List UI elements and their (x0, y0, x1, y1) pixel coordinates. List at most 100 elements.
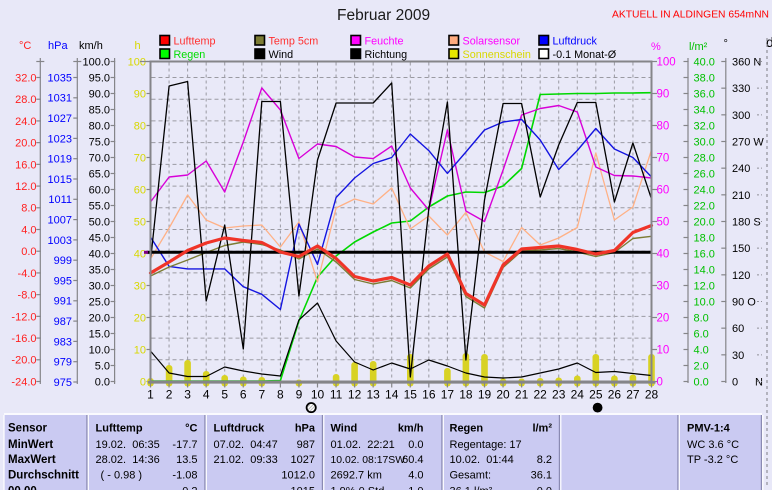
svg-text:60: 60 (657, 185, 670, 197)
svg-text:d: d (766, 34, 772, 50)
svg-text:100: 100 (128, 56, 146, 68)
svg-text:13: 13 (366, 388, 380, 402)
svg-text:Richtung: Richtung (365, 49, 408, 61)
svg-text:Sonnenschein: Sonnenschein (463, 49, 531, 61)
svg-text:Solarsensor: Solarsensor (463, 36, 521, 48)
svg-text:19: 19 (478, 388, 492, 402)
svg-text:34.0: 34.0 (694, 105, 715, 117)
svg-text:Wind: Wind (269, 49, 294, 61)
svg-text:270 W: 270 W (732, 137, 764, 149)
svg-text:AKTUELL IN ALDINGEN 654mNN: AKTUELL IN ALDINGEN 654mNN (612, 10, 769, 21)
svg-text:38.0: 38.0 (694, 73, 715, 85)
svg-text:TP -3.2 °C: TP -3.2 °C (687, 454, 738, 466)
svg-text:7: 7 (258, 388, 265, 402)
svg-text:l/m²: l/m² (532, 423, 552, 435)
svg-text:1027: 1027 (291, 454, 315, 466)
svg-text:Regen: Regen (174, 49, 206, 61)
svg-text:0.0: 0.0 (21, 246, 36, 258)
svg-text:N: N (755, 377, 763, 389)
svg-text:Regen: Regen (450, 423, 484, 435)
svg-text:26: 26 (608, 388, 622, 402)
svg-text:28.0: 28.0 (15, 94, 36, 106)
svg-text:Lufttemp: Lufttemp (96, 423, 143, 435)
svg-text:24.0: 24.0 (694, 185, 715, 197)
svg-text:80: 80 (657, 121, 670, 133)
svg-text:-17.7: -17.7 (172, 439, 197, 451)
svg-text:999: 999 (54, 255, 72, 267)
svg-text:24: 24 (571, 388, 585, 402)
svg-text:-0.2: -0.2 (179, 486, 198, 490)
svg-text:60.0: 60.0 (89, 184, 110, 196)
svg-text:8.0: 8.0 (21, 203, 36, 215)
svg-text:Wind: Wind (331, 423, 358, 435)
svg-text:979: 979 (54, 357, 72, 369)
svg-text:32.0: 32.0 (15, 72, 36, 84)
svg-text:10: 10 (311, 388, 325, 402)
svg-text:26.0: 26.0 (694, 169, 715, 181)
svg-text:36.1 l/m²: 36.1 l/m² (450, 486, 493, 490)
svg-text:1: 1 (147, 388, 154, 402)
svg-text:30: 30 (134, 280, 146, 292)
svg-text:0.0: 0.0 (408, 439, 423, 451)
svg-text:°: ° (724, 38, 728, 50)
svg-text:100: 100 (657, 57, 676, 69)
svg-text:-24.0: -24.0 (11, 376, 36, 388)
svg-text:25.0: 25.0 (89, 296, 110, 308)
svg-text:20: 20 (657, 313, 670, 325)
svg-text:Luftdruck: Luftdruck (214, 423, 266, 435)
svg-text:90.0: 90.0 (89, 88, 110, 100)
svg-text:40.0: 40.0 (89, 248, 110, 260)
svg-text:975: 975 (54, 377, 72, 389)
svg-text:%: % (651, 41, 661, 53)
svg-text:987: 987 (297, 439, 315, 451)
svg-text:hPa: hPa (295, 423, 316, 435)
svg-text:4.0: 4.0 (694, 345, 709, 357)
svg-text:10.0: 10.0 (694, 297, 715, 309)
svg-text:50.0: 50.0 (89, 216, 110, 228)
svg-text:12.0: 12.0 (15, 181, 36, 193)
svg-text:180 S: 180 S (732, 217, 761, 229)
svg-text:19.02. 06:35: 19.02. 06:35 (96, 439, 160, 451)
svg-text:MinWert: MinWert (8, 439, 53, 451)
svg-text:22: 22 (533, 388, 547, 402)
svg-text:1012.0: 1012.0 (281, 469, 315, 481)
svg-text:210: 210 (732, 190, 750, 202)
svg-text:28.0: 28.0 (694, 153, 715, 165)
svg-text:36.1: 36.1 (531, 469, 552, 481)
svg-text:8.0: 8.0 (694, 313, 709, 325)
svg-text:07.02. 04:47: 07.02. 04:47 (214, 439, 278, 451)
svg-text:60: 60 (732, 323, 744, 335)
svg-text:1027: 1027 (48, 113, 72, 125)
svg-text:120: 120 (732, 270, 750, 282)
svg-text:12: 12 (348, 388, 362, 402)
svg-text:-4.0: -4.0 (18, 268, 37, 280)
svg-text:991: 991 (54, 296, 72, 308)
svg-text:h: h (135, 40, 141, 52)
svg-text:1.9% 0 Std: 1.9% 0 Std (331, 486, 385, 490)
svg-text:1.0: 1.0 (408, 486, 423, 490)
svg-text:13.5: 13.5 (176, 454, 197, 466)
svg-text:60: 60 (134, 184, 146, 196)
svg-text:30: 30 (657, 281, 670, 293)
svg-text:0: 0 (140, 376, 146, 388)
svg-text:2: 2 (166, 388, 173, 402)
svg-text:27: 27 (626, 388, 640, 402)
svg-text:40: 40 (134, 248, 146, 260)
svg-text:90: 90 (134, 88, 146, 100)
svg-text:20.0: 20.0 (15, 138, 36, 150)
svg-text:1035: 1035 (48, 72, 72, 84)
svg-text:0: 0 (732, 377, 738, 389)
svg-text:6: 6 (240, 388, 247, 402)
svg-text:50: 50 (657, 217, 670, 229)
svg-text:2692.7 km: 2692.7 km (331, 469, 382, 481)
svg-text:95.0: 95.0 (89, 72, 110, 84)
svg-text:23: 23 (552, 388, 566, 402)
svg-text:987: 987 (54, 316, 72, 328)
svg-text:14: 14 (385, 388, 399, 402)
svg-text:75.0: 75.0 (89, 136, 110, 148)
svg-text:10.0: 10.0 (89, 344, 110, 356)
svg-text:10: 10 (657, 345, 670, 357)
svg-text:1015: 1015 (291, 486, 315, 490)
svg-text:6.0: 6.0 (694, 329, 709, 341)
svg-text:240: 240 (732, 163, 750, 175)
